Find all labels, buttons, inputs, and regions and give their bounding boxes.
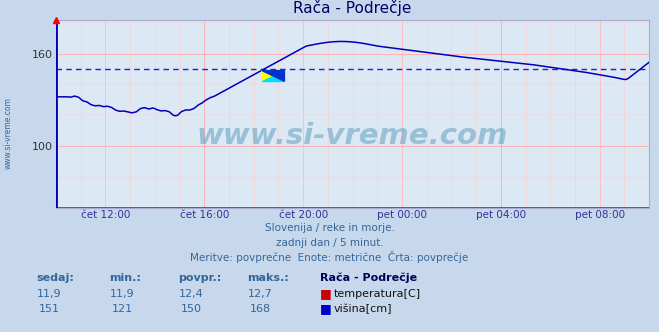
Text: 12,4: 12,4 [179, 289, 204, 299]
Text: Rača - Podrečje: Rača - Podrečje [320, 272, 416, 283]
Text: 11,9: 11,9 [109, 289, 134, 299]
Text: ■: ■ [320, 287, 331, 300]
Text: 11,9: 11,9 [37, 289, 62, 299]
Text: 12,7: 12,7 [248, 289, 273, 299]
Polygon shape [262, 71, 285, 81]
Text: www.si-vreme.com: www.si-vreme.com [197, 122, 508, 150]
Text: Meritve: povprečne  Enote: metrične  Črta: povprečje: Meritve: povprečne Enote: metrične Črta:… [190, 251, 469, 263]
Text: maks.:: maks.: [247, 273, 289, 283]
Text: min.:: min.: [109, 273, 140, 283]
Text: 121: 121 [111, 304, 132, 314]
Text: višina[cm]: višina[cm] [334, 304, 393, 314]
Title: Rača - Podrečje: Rača - Podrečje [293, 0, 412, 16]
Polygon shape [262, 71, 285, 81]
Text: povpr.:: povpr.: [178, 273, 221, 283]
Text: 168: 168 [250, 304, 271, 314]
Text: 150: 150 [181, 304, 202, 314]
Text: www.si-vreme.com: www.si-vreme.com [3, 97, 13, 169]
Text: temperatura[C]: temperatura[C] [334, 289, 421, 299]
Text: Slovenija / reke in morje.: Slovenija / reke in morje. [264, 223, 395, 233]
Text: 151: 151 [39, 304, 60, 314]
Polygon shape [262, 71, 285, 81]
Text: zadnji dan / 5 minut.: zadnji dan / 5 minut. [275, 238, 384, 248]
Text: ■: ■ [320, 302, 331, 315]
Text: sedaj:: sedaj: [36, 273, 74, 283]
